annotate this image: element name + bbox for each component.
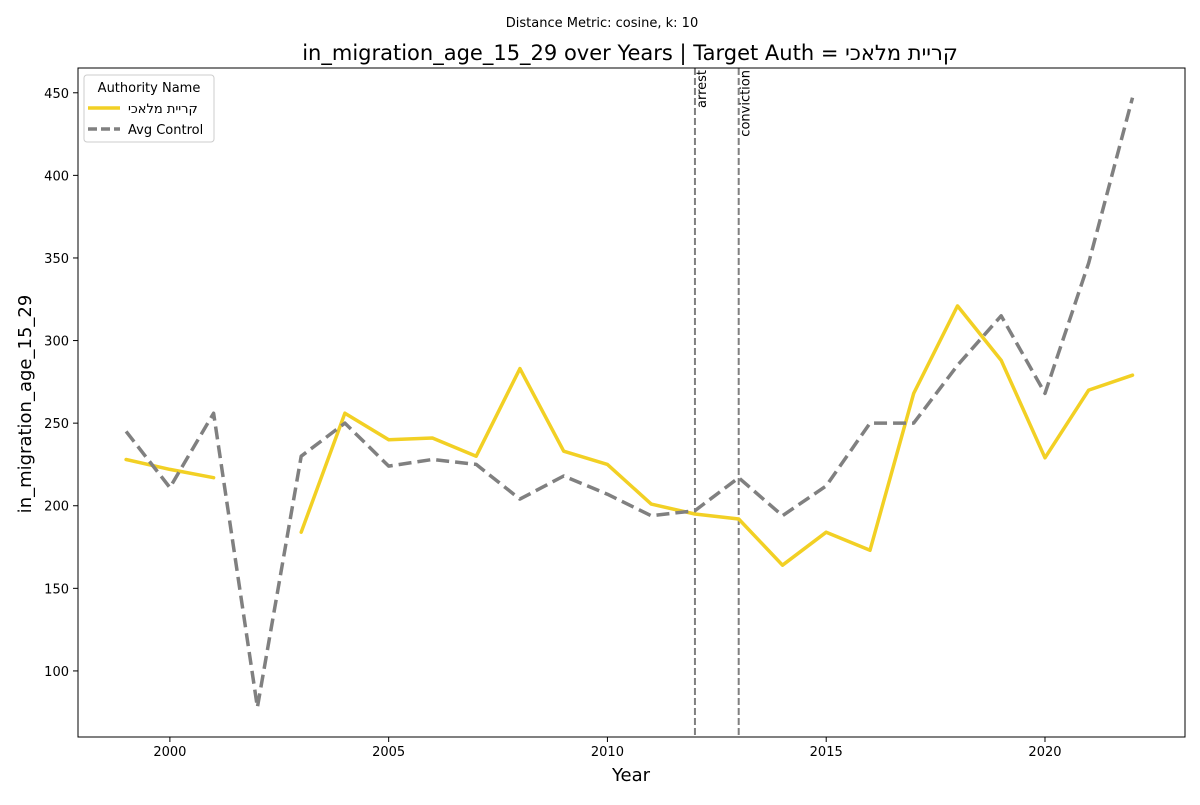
series-line-1-segment-0 [124, 97, 1135, 710]
legend-label-1: Avg Control [128, 123, 203, 138]
y-tick-label-300: 300 [44, 335, 69, 350]
series-line-0-segment-0 [124, 457, 216, 480]
x-axis-label: Year [611, 765, 651, 786]
event-label-arrest: arrest [695, 70, 710, 108]
plot-frame [77, 67, 1186, 738]
y-tick-label-250: 250 [44, 417, 69, 432]
event-label-conviction: conviction [739, 70, 754, 137]
legend-label-0: קריית מלאכי [128, 102, 198, 117]
y-axis-label: in_migration_age_15_29 [15, 295, 36, 514]
y-tick-label-200: 200 [44, 500, 69, 515]
x-tick-label-2000: 2000 [153, 745, 186, 760]
x-tick-label-2005: 2005 [372, 745, 405, 760]
legend-box [83, 74, 215, 143]
y-tick-label-450: 450 [44, 87, 69, 102]
plot-area: arrest conviction 2000 2005 2010 2015 2020 100 1… [44, 67, 1186, 760]
chart-suptitle: Distance Metric: cosine, k: 10 [506, 16, 698, 31]
y-tick-label-150: 150 [44, 582, 69, 597]
legend-title: Authority Name [98, 81, 201, 96]
chart-title: in_migration_age_15_29 over Years | Targ… [302, 41, 958, 66]
series-line-0-segment-1 [299, 304, 1135, 567]
legend: Authority Name קריית מלאכי Avg Control [83, 74, 215, 143]
y-tick-label-350: 350 [44, 252, 69, 267]
x-tick-label-2010: 2010 [591, 745, 624, 760]
x-tick-label-2015: 2015 [810, 745, 843, 760]
y-tick-label-100: 100 [44, 665, 69, 680]
x-tick-label-2020: 2020 [1028, 745, 1061, 760]
y-tick-label-400: 400 [44, 169, 69, 184]
